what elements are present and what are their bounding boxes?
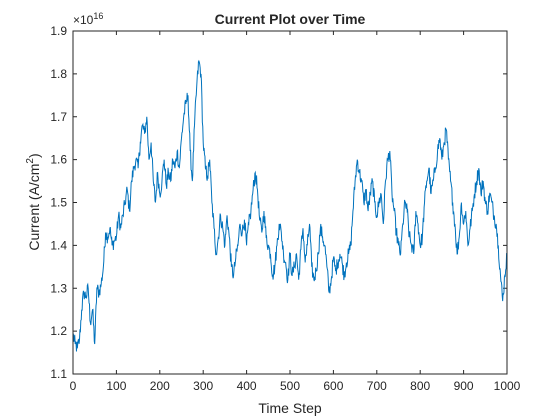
y-tick-label: 1.7 xyxy=(50,110,67,124)
y-exponent-label: ×1016 xyxy=(73,11,103,27)
y-tick-label: 1.1 xyxy=(50,367,67,381)
y-axis-label-close: ) xyxy=(26,153,42,158)
x-tick-label: 600 xyxy=(323,379,343,393)
x-tick-label: 0 xyxy=(70,379,77,393)
chart-title: Current Plot over Time xyxy=(215,11,366,27)
series-line-current xyxy=(73,59,507,352)
x-tick-label: 800 xyxy=(410,379,430,393)
x-tick-label: 200 xyxy=(150,379,170,393)
plot-area xyxy=(73,31,507,374)
y-exponent-power: 16 xyxy=(93,11,103,21)
y-tick-label: 1.3 xyxy=(50,281,67,295)
y-tick-label: 1.8 xyxy=(50,67,67,81)
x-tick-label: 700 xyxy=(367,379,387,393)
y-tick-label: 1.9 xyxy=(50,24,67,38)
x-axis-label: Time Step xyxy=(258,400,321,416)
y-tick-label: 1.5 xyxy=(50,196,67,210)
y-exponent-base: ×10 xyxy=(73,13,94,27)
y-axis-label-main: Current (A/cm xyxy=(26,164,42,251)
y-tick-label: 1.2 xyxy=(50,324,67,338)
axes-box xyxy=(72,30,508,375)
y-tick-label: 1.4 xyxy=(50,238,67,252)
y-tick-label: 1.6 xyxy=(50,153,67,167)
x-tick-label: 100 xyxy=(106,379,126,393)
y-axis-label: Current (A/cm2) xyxy=(25,153,42,250)
x-tick-label: 900 xyxy=(454,379,474,393)
x-tick-label: 1000 xyxy=(494,379,521,393)
x-tick-label: 400 xyxy=(237,379,257,393)
y-axis-label-sup: 2 xyxy=(25,158,36,164)
x-tick-label: 300 xyxy=(193,379,213,393)
x-tick-label: 500 xyxy=(280,379,300,393)
axis-ticks: 0 100 200 300 400 500 600 700 800 900 1000 1.1 1.2 1.… xyxy=(50,24,520,393)
